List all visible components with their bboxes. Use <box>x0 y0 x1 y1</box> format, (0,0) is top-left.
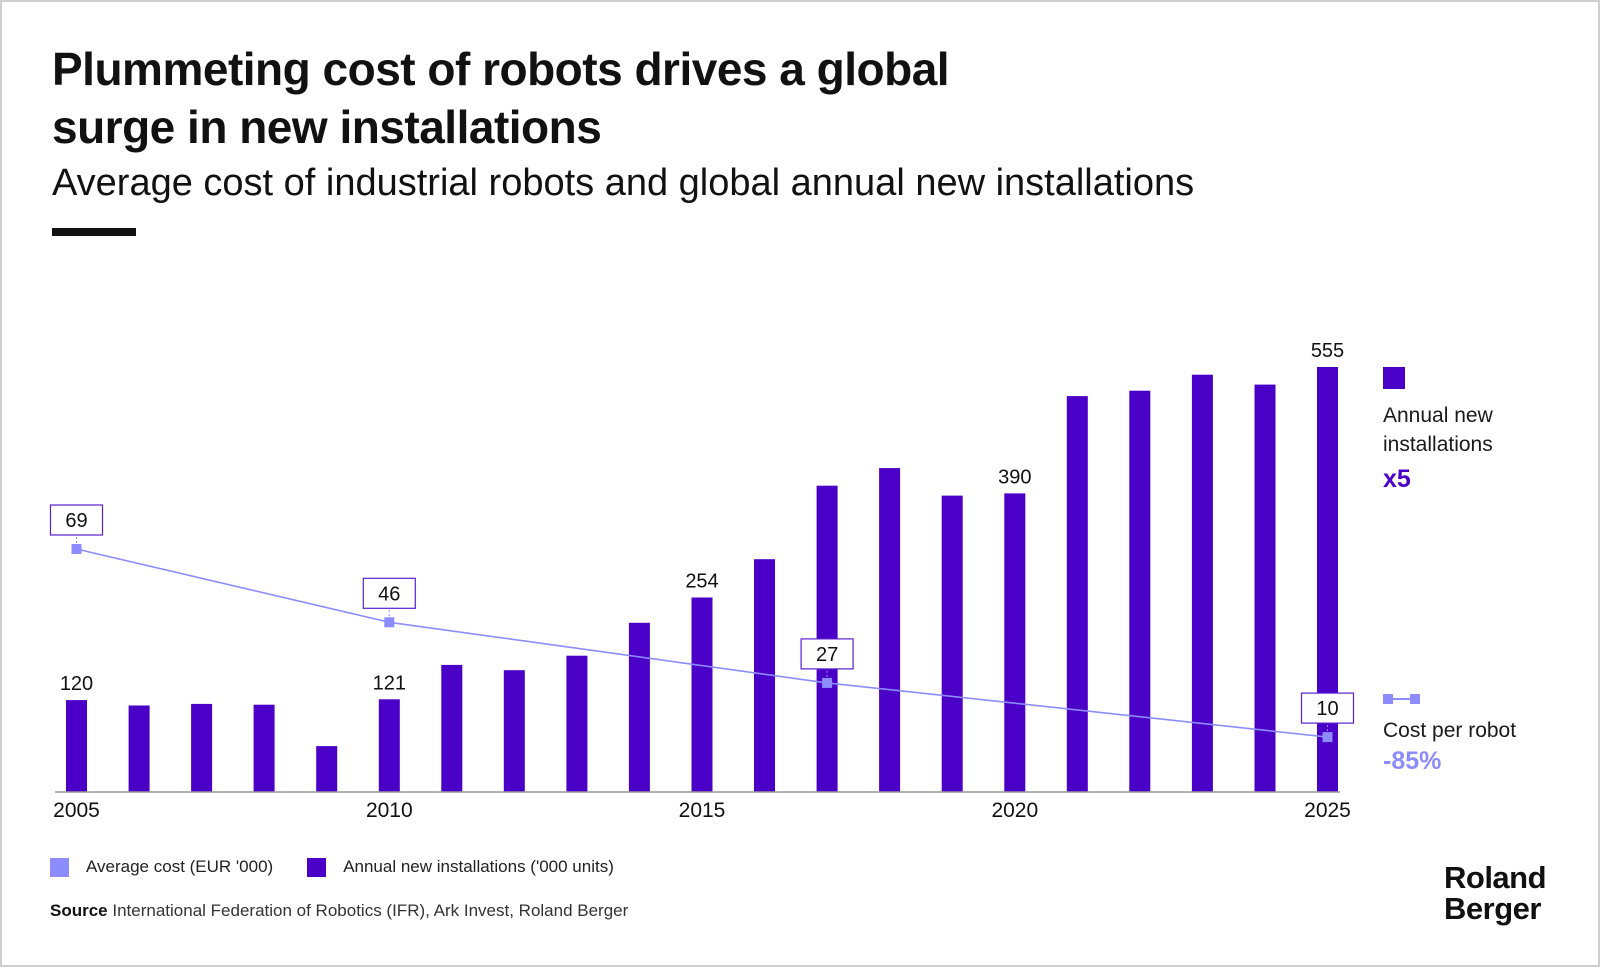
x-tick-2005: 2005 <box>53 799 100 822</box>
bar-2011 <box>441 664 463 792</box>
x-tick-2020: 2020 <box>991 799 1038 822</box>
cost-line-layer <box>71 535 1333 743</box>
bottom-legend: Average cost (EUR '000) Annual new insta… <box>50 857 648 877</box>
bar-2023 <box>1191 374 1213 792</box>
logo-line-2: Berger <box>1444 891 1541 926</box>
bar-label-2015: 254 <box>685 571 718 593</box>
bar-labels-layer: 120 121 254 390 555 <box>60 340 1344 695</box>
side-legend-installations-label: Annual new installations <box>1383 404 1493 456</box>
legend-item-installations: Annual new installations ('000 units) <box>307 857 614 877</box>
bar-label-2020: 390 <box>998 466 1031 488</box>
page-title: Plummeting cost of robots drives a globa… <box>52 43 950 153</box>
cost-label-2017: 27 <box>816 644 838 666</box>
cost-icon-square-left <box>1383 694 1393 704</box>
bar-label-2005: 120 <box>60 673 93 695</box>
bar-2008 <box>253 704 275 792</box>
source-prefix: Source <box>50 901 108 920</box>
roland-berger-logo: Roland Berger <box>1444 860 1547 926</box>
bar-label-2025: 555 <box>1311 340 1344 362</box>
cost-label-box-2025 <box>1300 692 1355 724</box>
bar-2019 <box>941 495 963 792</box>
bar-label-2010: 121 <box>373 672 406 694</box>
bar-2007 <box>191 703 213 792</box>
bars-layer <box>66 367 1338 792</box>
page-subtitle: Average cost of industrial robots and gl… <box>52 162 1195 204</box>
bar-2015 <box>691 597 713 792</box>
bar-2020 <box>1004 493 1026 792</box>
installations-legend-icon <box>1383 367 1405 389</box>
bar-2025 <box>1317 367 1338 792</box>
bar-2022 <box>1129 390 1151 792</box>
legend-label-cost: Average cost (EUR '000) <box>86 857 274 876</box>
title-underline <box>52 228 136 236</box>
side-legend-installations-change: x5 <box>1383 465 1411 493</box>
cost-label-2025: 10 <box>1316 698 1338 720</box>
bar-2018 <box>879 468 901 792</box>
legend-swatch-cost <box>50 857 69 877</box>
cost-label-box-2005 <box>49 504 104 536</box>
cost-label-box-2010 <box>362 577 416 609</box>
cost-icon-square-right <box>1410 694 1420 704</box>
source-note: Source International Federation of Robot… <box>50 901 628 921</box>
cost-line <box>76 548 1328 738</box>
cost-point-2005 <box>71 544 82 554</box>
cost-label-2005: 69 <box>65 510 87 532</box>
side-legend-cost-label: Cost per robot <box>1383 719 1517 742</box>
side-legend-cost-change: -85% <box>1383 747 1442 775</box>
bar-2016 <box>754 559 775 792</box>
x-tick-2025: 2025 <box>1304 799 1351 822</box>
cost-point-2010 <box>384 617 395 628</box>
x-tick-2015: 2015 <box>679 799 726 822</box>
bar-2014 <box>628 622 650 792</box>
side-legend-installations: Annual new installations x5 <box>1383 367 1533 494</box>
cost-point-2025 <box>1322 732 1333 743</box>
bar-2024 <box>1254 384 1276 792</box>
cost-label-box-2017 <box>800 638 854 670</box>
legend-item-cost: Average cost (EUR '000) <box>50 857 273 877</box>
bar-2009 <box>316 746 338 792</box>
bar-2013 <box>566 655 588 792</box>
side-legend-cost: Cost per robot -85% <box>1383 716 1516 776</box>
source-text: International Federation of Robotics (IF… <box>112 901 629 920</box>
bar-2021 <box>1066 396 1088 792</box>
legend-label-installations: Annual new installations ('000 units) <box>343 857 614 876</box>
bar-2006 <box>128 705 150 792</box>
cost-label-2010: 46 <box>378 583 400 605</box>
x-tick-labels: 2005 2010 2015 2020 2025 <box>53 799 1351 822</box>
x-tick-2010: 2010 <box>366 799 413 822</box>
bar-2005 <box>66 700 87 792</box>
cost-line-legend-icon <box>1383 694 1420 704</box>
logo-line-1: Roland <box>1444 860 1547 895</box>
cost-labels-layer: 69 46 27 10 <box>49 504 1355 724</box>
legend-swatch-installations <box>307 857 327 877</box>
bar-2010 <box>378 699 400 792</box>
cost-point-2017 <box>822 677 833 688</box>
bar-2012 <box>503 670 525 792</box>
